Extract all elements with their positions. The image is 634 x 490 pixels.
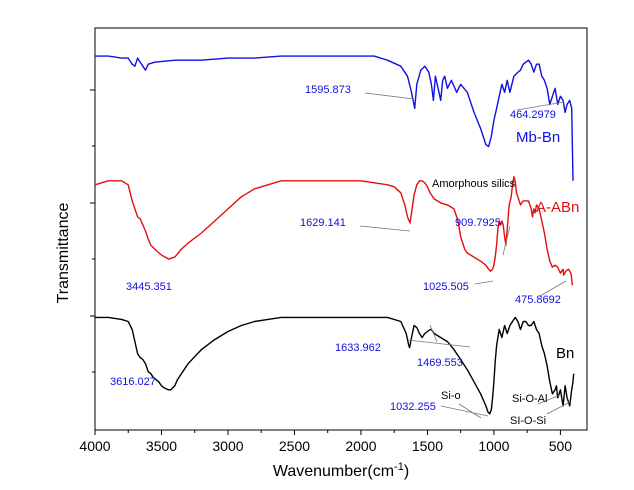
series-line-bn <box>95 316 575 415</box>
y-axis-title: Transmittance <box>55 203 72 304</box>
series-layer <box>94 55 575 415</box>
x-tick-label-1500: 1500 <box>412 438 443 454</box>
x-axis-title-superscript: -1 <box>394 461 404 473</box>
annotation-aabn-1629: 1629.141 <box>300 217 346 229</box>
series-line-mb-bn <box>95 55 574 181</box>
annotation-bn-1032: 1032.255 <box>390 401 436 413</box>
x-axis-title-main: Wavenumber(cm <box>273 463 394 480</box>
annotation-aabn-3445: 3445.351 <box>126 281 172 293</box>
annotation-bn-3616: 3616.027 <box>110 376 156 388</box>
annotation-si-o: Si-o <box>441 390 461 402</box>
y-axis-ticks <box>90 89 95 373</box>
series-line-a-abn <box>94 176 574 286</box>
x-tick-label-4000: 4000 <box>79 438 110 454</box>
series-label-mbbn: Mb-Bn <box>516 129 560 146</box>
annotation-amorphous-silics: Amorphous silics <box>432 178 516 190</box>
x-axis-ticks <box>94 430 561 435</box>
x-tick-label-500: 500 <box>549 438 573 454</box>
x-tick-label-3000: 3000 <box>212 438 243 454</box>
annotation-leaders <box>359 92 571 419</box>
x-tick-label-3500: 3500 <box>146 438 177 454</box>
annotation-si-o-al: Si-O-Al <box>512 393 547 405</box>
annotation-mbbn-1595: 1595.873 <box>305 84 351 96</box>
annotation-si-o-si: SI-O-Si <box>510 415 546 427</box>
x-axis-title: Wavenumber(cm-1) <box>273 461 409 480</box>
series-label-bn: Bn <box>556 345 574 362</box>
annotation-mbbn-464: 464.2979 <box>510 109 556 121</box>
x-axis-title-end: ) <box>404 463 409 480</box>
annotation-aabn-909: 909.7925 <box>455 217 501 229</box>
series-label-aabn: A-ABn <box>536 199 579 216</box>
x-tick-label-1000: 1000 <box>478 438 509 454</box>
annotation-aabn-1025: 1025.505 <box>423 281 469 293</box>
plot-frame <box>94 27 588 431</box>
annotation-bn-1633: 1633.962 <box>335 342 381 354</box>
x-axis-tick-labels: 4000 3500 3000 2500 2000 1500 1000 500 <box>79 438 572 454</box>
x-tick-label-2000: 2000 <box>345 438 376 454</box>
annotation-aabn-475: 475.8692 <box>515 294 561 306</box>
x-tick-label-2500: 2500 <box>279 438 310 454</box>
annotation-bn-1469: 1469.553 <box>417 357 463 369</box>
